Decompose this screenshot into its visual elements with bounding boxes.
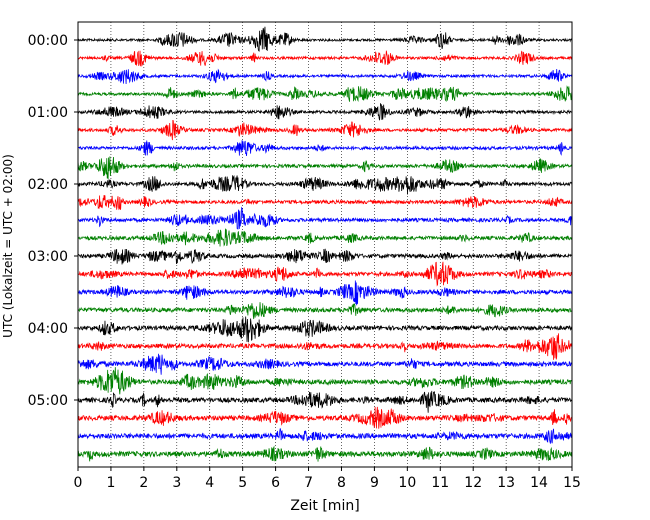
y-tick-label: 00:00 <box>28 33 68 49</box>
seismic-trace-23 <box>77 428 573 444</box>
plot-area <box>78 22 572 467</box>
seismic-trace-1 <box>77 26 573 52</box>
x-tick-label: 2 <box>139 475 148 491</box>
seismic-trace-9 <box>77 174 573 195</box>
x-tick-label: 3 <box>172 475 181 491</box>
seismic-trace-18 <box>77 333 573 360</box>
seismic-trace-17 <box>77 316 573 343</box>
x-tick-label: 6 <box>271 475 280 491</box>
seismic-trace-16 <box>77 302 573 320</box>
x-tick-label: 4 <box>205 475 214 491</box>
seismic-trace-15 <box>77 280 573 306</box>
x-tick-label: 13 <box>497 475 515 491</box>
x-tick-label: 7 <box>304 475 313 491</box>
y-axis-label: UTC (Lokalzeit = UTC + 02:00) <box>1 154 15 338</box>
x-tick-label: 5 <box>238 475 247 491</box>
x-tick-label: 8 <box>337 475 346 491</box>
seismic-trace-24 <box>77 445 573 462</box>
seismic-trace-13 <box>77 248 573 265</box>
seismic-trace-4 <box>77 85 573 103</box>
y-tick-label: 05:00 <box>28 393 68 409</box>
y-tick-label: 02:00 <box>28 177 68 193</box>
x-tick-label: 10 <box>398 475 416 491</box>
plot-frame <box>77 21 573 468</box>
seismic-trace-5 <box>77 103 573 121</box>
x-axis-ticks: 0 1 2 3 4 5 6 7 8 9 10 11 12 13 14 15 <box>74 467 581 491</box>
seismic-trace-21 <box>77 390 573 413</box>
seismic-trace-20 <box>77 367 573 395</box>
seismic-trace-12 <box>77 228 573 247</box>
x-tick-label: 14 <box>530 475 548 491</box>
seismic-trace-2 <box>77 50 573 67</box>
seismic-trace-3 <box>77 68 573 85</box>
grid-lines <box>110 22 540 467</box>
seismic-trace-14 <box>77 261 573 287</box>
x-tick-label: 1 <box>106 475 115 491</box>
seismic-trace-22 <box>77 406 573 429</box>
x-tick-label: 9 <box>370 475 379 491</box>
seismic-trace-11 <box>77 206 573 230</box>
x-axis-label: Zeit [min] <box>290 498 359 514</box>
y-tick-label: 01:00 <box>28 105 68 121</box>
x-tick-label: 0 <box>74 475 83 491</box>
seismic-trace-10 <box>77 194 573 211</box>
y-tick-label: 03:00 <box>28 249 68 265</box>
seismic-trace-19 <box>77 353 573 375</box>
y-tick-label: 04:00 <box>28 321 68 337</box>
x-tick-label: 12 <box>464 475 482 491</box>
seismic-trace-6 <box>77 119 573 141</box>
x-tick-label: 11 <box>431 475 449 491</box>
y-axis-ticks: 00:00 01:00 02:00 03:00 04:00 05:00 <box>28 33 78 409</box>
seismic-trace-8 <box>77 156 573 180</box>
seismic-trace-7 <box>77 140 573 157</box>
x-tick-label: 15 <box>563 475 581 491</box>
seismic-traces <box>77 26 573 462</box>
